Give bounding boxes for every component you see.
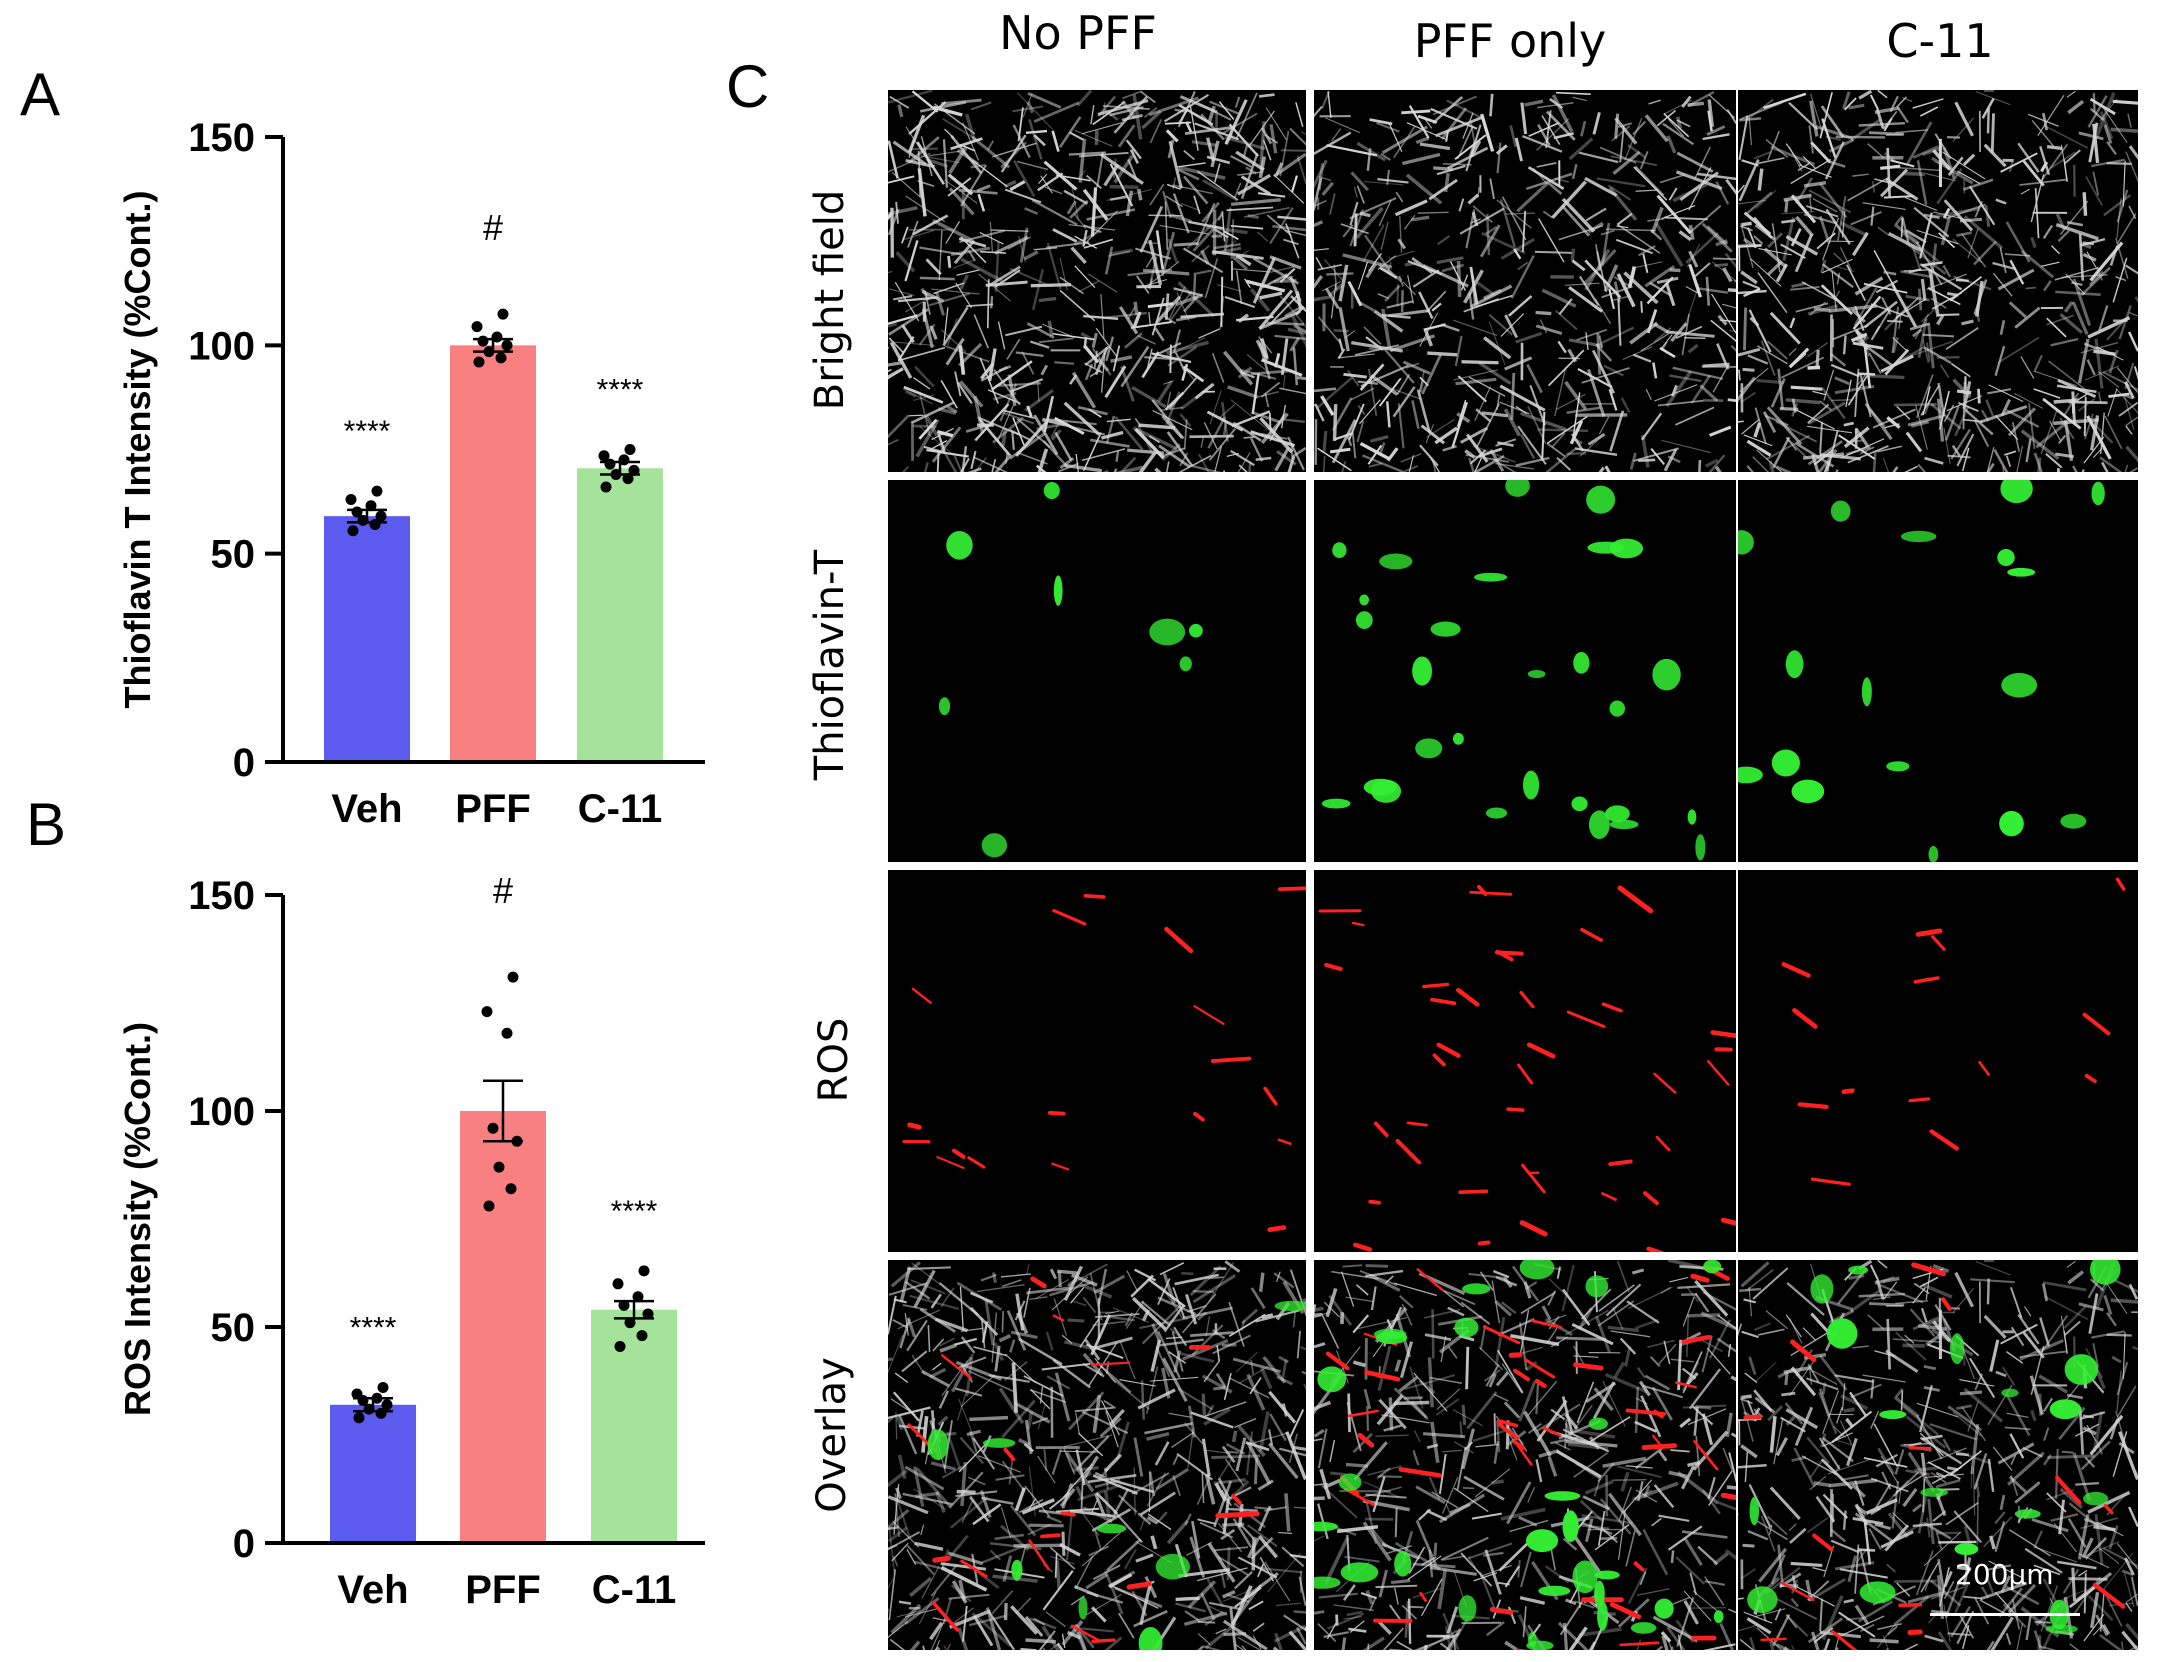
chart-b-annotation-1: # xyxy=(493,870,513,911)
column-header-c11: C-11 xyxy=(1886,14,1994,68)
chart-b-point-2-5 xyxy=(632,1291,644,1303)
chart-a-errorbar-2 xyxy=(600,460,640,476)
chart-a-annotation-0: **** xyxy=(344,415,391,448)
column-header-pff-only: PFF only xyxy=(1413,14,1607,68)
chart-a-point-2-3 xyxy=(628,464,640,476)
micrograph-bright-2 xyxy=(1738,90,2138,472)
chart-b-point-0-0 xyxy=(353,1412,365,1424)
chart-b-point-0-7 xyxy=(377,1381,389,1393)
chart-a-category-label-0: Veh xyxy=(331,787,402,831)
chart-a-point-0-3 xyxy=(375,510,387,522)
chart-b-point-0-6 xyxy=(351,1388,363,1400)
micrograph-thioflavin-2 xyxy=(1738,480,2138,862)
chart-a-annotation-1: # xyxy=(483,207,503,248)
micrograph-ros-2 xyxy=(1738,870,2138,1252)
chart-a-bar-1 xyxy=(450,345,536,762)
chart-b-ytick-label-3: 150 xyxy=(188,874,255,918)
row-label-thioflavin-t: Thioflavin-T xyxy=(807,549,853,781)
chart-a: **** # **** 0 50 100 150 Veh PFF C-11 Thioflavin T… xyxy=(117,116,705,831)
chart-a-ytick-label-0: 0 xyxy=(233,741,255,785)
chart-b-y-axis-label: ROS Intensity (%Cont.) xyxy=(117,1022,158,1416)
row-label-bright-field: Bright field xyxy=(807,189,853,411)
chart-b-point-0-3 xyxy=(381,1399,393,1411)
chart-b-point-2-1 xyxy=(636,1330,648,1342)
chart-a-bar-0 xyxy=(324,516,410,762)
chart-b-bar-2 xyxy=(591,1309,677,1543)
chart-b-point-1-1 xyxy=(505,1183,517,1195)
micrograph-overlay-0 xyxy=(888,1260,1306,1650)
chart-a-point-1-0 xyxy=(473,356,485,368)
chart-b-errorbar-0 xyxy=(353,1397,393,1413)
chart-a-ytick-label-1: 50 xyxy=(211,533,256,577)
scale-bar-line xyxy=(1930,1613,2080,1616)
chart-b: **** # **** 0 50 100 150 Veh PFF C-11 ROS Intensit… xyxy=(117,870,705,1612)
chart-b-point-2-4 xyxy=(618,1299,630,1311)
chart-a-point-0-0 xyxy=(347,525,359,537)
chart-a-y-axis-label: Thioflavin T Intensity (%Cont.) xyxy=(117,191,158,709)
chart-a-point-2-6 xyxy=(598,450,610,462)
chart-a-point-1-6 xyxy=(471,321,483,333)
chart-a-point-1-1 xyxy=(495,352,507,364)
chart-b-annotation-0: **** xyxy=(350,1311,397,1344)
chart-a-ytick-label-3: 150 xyxy=(188,116,255,160)
chart-b-point-2-7 xyxy=(638,1265,650,1277)
chart-b-point-1-7 xyxy=(507,971,519,983)
micrograph-thioflavin-1 xyxy=(1314,480,1736,862)
chart-a-category-label-1: PFF xyxy=(455,787,531,831)
chart-b-point-2-0 xyxy=(614,1340,626,1352)
chart-a-errorbar-0 xyxy=(347,508,387,524)
micrograph-ros-0 xyxy=(888,870,1306,1252)
chart-b-ytick-label-0: 0 xyxy=(233,1522,255,1566)
chart-a-point-0-5 xyxy=(365,500,377,512)
chart-b-ytick-label-2: 100 xyxy=(188,1090,255,1134)
micrograph-thioflavin-0 xyxy=(888,480,1306,862)
chart-a-bar-2 xyxy=(577,468,663,762)
panel-letter-c: C xyxy=(726,53,770,120)
chart-b-errorbar-2 xyxy=(614,1299,654,1320)
column-header-no-pff: No PFF xyxy=(999,6,1157,60)
chart-a-category-label-2: C-11 xyxy=(578,787,663,831)
chart-b-point-1-6 xyxy=(481,1006,493,1018)
chart-a-point-0-7 xyxy=(371,485,383,497)
scale-bar-label: 200µm xyxy=(1955,1558,2054,1591)
chart-b-bar-1 xyxy=(460,1111,546,1543)
panel-letter-a: A xyxy=(20,61,61,128)
chart-b-annotation-2: **** xyxy=(611,1195,658,1228)
chart-b-category-label-0: Veh xyxy=(337,1568,408,1612)
chart-a-point-1-3 xyxy=(501,339,513,351)
chart-b-errorbar-1 xyxy=(483,1079,523,1143)
chart-b-category-label-2: C-11 xyxy=(592,1568,677,1612)
micrograph-bright-0 xyxy=(888,90,1306,472)
chart-b-point-1-0 xyxy=(483,1200,495,1212)
chart-a-point-2-7 xyxy=(624,444,636,455)
chart-b-category-label-1: PFF xyxy=(465,1568,541,1612)
chart-a-errorbar-1 xyxy=(473,337,513,353)
chart-b-point-2-6 xyxy=(612,1278,624,1290)
chart-a-annotation-2: **** xyxy=(597,374,644,407)
chart-a-point-0-6 xyxy=(345,494,357,505)
chart-b-point-1-4 xyxy=(487,1122,499,1134)
micrograph-bright-1 xyxy=(1314,90,1736,472)
row-label-overlay: Overlay xyxy=(809,1357,855,1513)
chart-a-point-1-7 xyxy=(497,308,509,320)
panel-letter-b: B xyxy=(26,791,67,858)
chart-b-point-2-2 xyxy=(624,1317,636,1329)
chart-b-point-1-5 xyxy=(501,1027,513,1039)
row-label-ros: ROS xyxy=(811,1017,857,1103)
micrograph-ros-1 xyxy=(1314,870,1736,1252)
micrograph-overlay-1 xyxy=(1314,1260,1736,1650)
micrograph-overlay-2 xyxy=(1738,1260,2138,1650)
chart-b-bar-0 xyxy=(330,1404,416,1543)
chart-b-point-2-3 xyxy=(642,1308,654,1320)
chart-b-ytick-label-1: 50 xyxy=(211,1306,256,1350)
chart-a-point-2-1 xyxy=(622,473,634,485)
chart-a-point-2-0 xyxy=(600,481,612,493)
chart-a-ytick-label-2: 100 xyxy=(188,324,255,368)
chart-b-point-1-2 xyxy=(493,1161,505,1173)
